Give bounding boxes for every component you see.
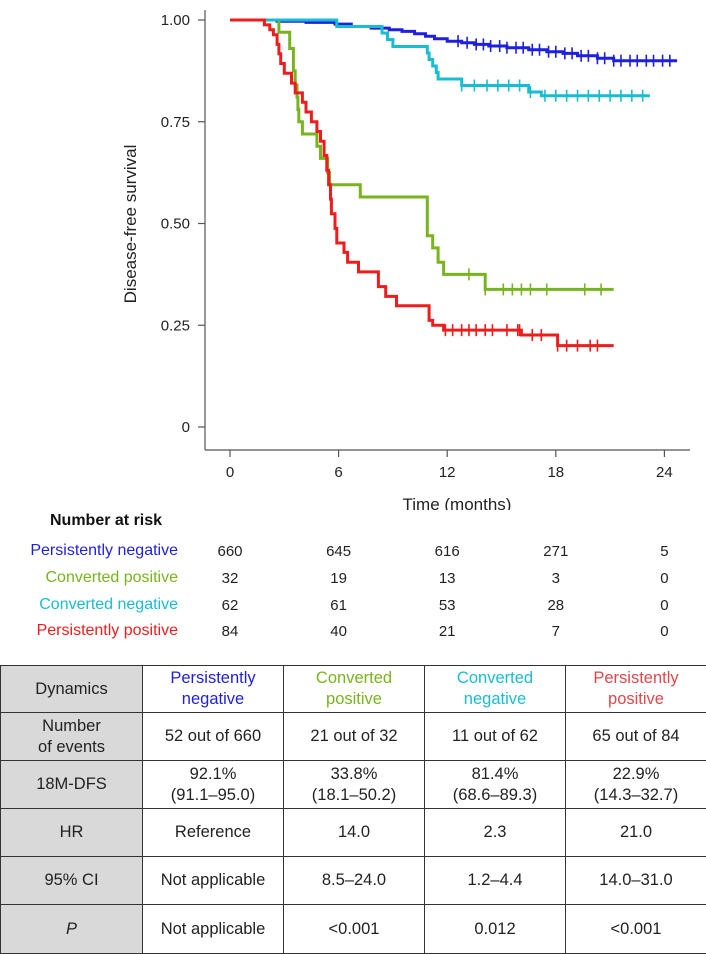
risk-count-converted-negative: 53 (417, 597, 477, 614)
summary-cell: 22.9% (14.3–32.7) (566, 761, 706, 809)
summary-cell: 2.3 (425, 809, 566, 857)
summary-row-label: 95% CI (1, 857, 143, 905)
risk-count-persistently-negative: 5 (634, 543, 694, 560)
summary-row-label: 18M-DFS (1, 761, 143, 809)
summary-corner-cell: Dynamics (1, 666, 143, 713)
summary-row-18m-dfs: 18M-DFS 92.1% (91.1–95.0) 33.8% (18.1–50… (1, 761, 706, 809)
risk-count-converted-negative: 62 (200, 597, 260, 614)
summary-row-label: HR (1, 809, 143, 857)
x-tick-label: 12 (439, 464, 456, 481)
summary-row-label: Number of events (1, 713, 143, 761)
y-tick-label: 1.00 (161, 12, 190, 29)
km-line-converted-positive (230, 20, 614, 289)
x-tick-label: 6 (334, 464, 342, 481)
km-line-persistently-negative (230, 20, 677, 61)
summary-col-converted-positive: Converted positive (284, 666, 425, 713)
summary-cell: 21 out of 32 (284, 713, 425, 761)
x-tick-label: 18 (547, 464, 564, 481)
risk-count-persistently-negative: 660 (200, 543, 260, 560)
x-tick-label: 0 (226, 464, 234, 481)
summary-cell: 1.2–4.4 (425, 857, 566, 905)
risk-count-persistently-positive: 40 (309, 623, 369, 640)
summary-table: Dynamics Persistently negative Converted… (0, 665, 706, 954)
risk-row-label-persistently-negative: Persistently negative (30, 542, 178, 560)
y-axis-label: Disease-free survival (121, 145, 140, 304)
risk-count-converted-positive: 0 (634, 570, 694, 587)
risk-count-persistently-positive: 21 (417, 623, 477, 640)
summary-row-hr: HR Reference 14.0 2.3 21.0 (1, 809, 706, 857)
summary-cell: 8.5–24.0 (284, 857, 425, 905)
risk-count-persistently-positive: 7 (526, 623, 586, 640)
summary-col-converted-negative: Converted negative (425, 666, 566, 713)
risk-row-label-converted-positive: Converted positive (45, 569, 178, 587)
summary-cell: 65 out of 84 (566, 713, 706, 761)
summary-cell: 33.8% (18.1–50.2) (284, 761, 425, 809)
summary-cell: 92.1% (91.1–95.0) (143, 761, 284, 809)
summary-row-events: Number of events 52 out of 660 21 out of… (1, 713, 706, 761)
risk-row-label-persistently-positive: Persistently positive (37, 622, 178, 640)
summary-cell: 14.0–31.0 (566, 857, 706, 905)
y-tick-label: 0.75 (161, 114, 190, 131)
summary-cell: 52 out of 660 (143, 713, 284, 761)
risk-count-converted-negative: 28 (526, 597, 586, 614)
risk-count-converted-negative: 0 (634, 597, 694, 614)
risk-count-converted-negative: 61 (309, 597, 369, 614)
summary-cell: <0.001 (566, 905, 706, 954)
km-line-persistently-positive (230, 20, 614, 346)
summary-cell: 11 out of 62 (425, 713, 566, 761)
risk-count-persistently-positive: 0 (634, 623, 694, 640)
y-tick-label: 0.25 (161, 317, 190, 334)
summary-row-label: P (1, 905, 143, 954)
summary-cell: 0.012 (425, 905, 566, 954)
summary-col-persistently-negative: Persistently negative (143, 666, 284, 713)
summary-col-persistently-positive: Persistently positive (566, 666, 706, 713)
number-at-risk-title: Number at risk (50, 512, 162, 530)
risk-count-converted-positive: 3 (526, 570, 586, 587)
risk-count-persistently-negative: 616 (417, 543, 477, 560)
summary-cell: 21.0 (566, 809, 706, 857)
risk-count-persistently-negative: 271 (526, 543, 586, 560)
summary-row-p: P Not applicable <0.001 0.012 <0.001 (1, 905, 706, 954)
summary-header-row: Dynamics Persistently negative Converted… (1, 666, 706, 713)
risk-row-label-converted-negative: Converted negative (39, 596, 178, 614)
y-tick-label: 0 (182, 419, 190, 436)
risk-count-converted-positive: 19 (309, 570, 369, 587)
summary-cell: Not applicable (143, 905, 284, 954)
summary-cell: 14.0 (284, 809, 425, 857)
number-at-risk-table: Number at risk Persistently negative 660 6… (0, 508, 706, 648)
risk-count-persistently-positive: 84 (200, 623, 260, 640)
summary-cell: <0.001 (284, 905, 425, 954)
risk-count-converted-positive: 32 (200, 570, 260, 587)
x-tick-label: 24 (656, 464, 673, 481)
risk-count-converted-positive: 13 (417, 570, 477, 587)
y-tick-label: 0.50 (161, 216, 190, 233)
summary-cell: 81.4% (68.6–89.3) (425, 761, 566, 809)
summary-cell: Not applicable (143, 857, 284, 905)
summary-row-95ci: 95% CI Not applicable 8.5–24.0 1.2–4.4 1… (1, 857, 706, 905)
summary-cell: Reference (143, 809, 284, 857)
risk-count-persistently-negative: 645 (309, 543, 369, 560)
